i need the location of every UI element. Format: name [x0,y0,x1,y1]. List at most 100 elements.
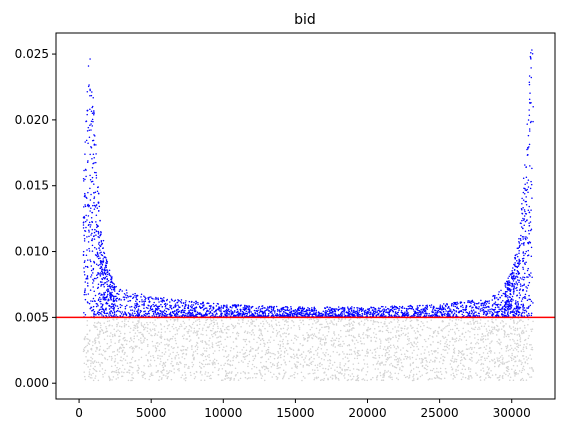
blue-point [327,308,330,311]
gray-point [323,326,326,328]
gray-point [468,367,470,369]
gray-point [228,371,231,373]
blue-point [264,311,266,313]
gray-point [216,336,218,339]
gray-point [394,372,396,375]
gray-point [313,357,315,360]
blue-point [300,314,303,317]
blue-point [141,314,143,317]
gray-point [443,327,446,329]
gray-point [261,367,264,369]
gray-point [325,352,327,354]
gray-point [157,331,160,333]
gray-point [217,341,219,344]
gray-point [384,363,387,366]
blue-point [465,311,467,313]
blue-point [258,305,260,308]
gray-point [329,359,332,362]
gray-point [301,344,304,347]
gray-point [423,352,426,354]
gray-point [271,326,273,328]
blue-point [429,315,431,317]
gray-point [204,371,207,373]
gray-point [129,362,131,364]
gray-point [317,338,320,340]
gray-point [100,324,102,327]
gray-point [233,355,235,357]
gray-point [322,367,324,370]
gray-point [223,355,225,358]
gray-point [155,371,158,374]
gray-point [196,330,198,332]
blue-point [524,220,527,223]
gray-point [371,352,374,354]
gray-point [468,348,470,350]
gray-point [320,337,322,339]
gray-point [121,320,123,323]
gray-point [481,355,483,358]
blue-point [106,273,109,276]
gray-point [287,318,290,320]
blue-point [184,309,186,312]
blue-point [471,311,474,313]
gray-point [89,365,92,367]
gray-point [387,370,390,372]
gray-point [457,369,459,372]
blue-point [260,314,262,317]
blue-point [164,305,167,308]
blue-point [498,308,500,310]
gray-point [117,329,119,331]
gray-point [172,323,175,326]
gray-point [426,346,428,348]
gray-point [415,366,418,368]
gray-point [253,365,256,368]
gray-point [128,372,131,374]
gray-point [235,356,237,359]
gray-point [186,330,188,333]
gray-point [103,338,106,340]
blue-point [163,311,165,313]
gray-point [488,372,490,374]
gray-point [261,375,264,377]
blue-point [457,302,459,305]
gray-point [379,338,381,340]
gray-point [513,329,515,331]
blue-point [288,309,291,311]
gray-point [508,333,510,336]
gray-point [291,320,293,322]
gray-point [319,340,322,343]
blue-point [109,275,112,277]
blue-point [208,308,211,310]
gray-point [525,330,528,332]
gray-point [305,355,307,357]
gray-point [400,329,403,332]
gray-point [270,336,272,338]
gray-point [266,367,269,370]
blue-point [116,309,119,312]
gray-point [397,361,400,363]
blue-point [527,179,530,181]
gray-point [503,372,505,374]
gray-point [415,337,418,340]
gray-point [366,334,369,337]
gray-point [499,374,501,377]
gray-point [443,356,446,358]
gray-point [121,359,123,362]
blue-point [489,308,491,311]
blue-point [117,307,120,310]
gray-point [185,363,187,366]
gray-point [338,340,340,343]
blue-point [435,307,438,310]
blue-point [143,307,145,310]
blue-point [235,314,237,317]
gray-point [292,353,295,355]
gray-point [421,359,424,361]
blue-point [453,309,455,312]
gray-point [425,364,427,366]
gray-point [191,361,193,364]
blue-point [278,309,281,311]
gray-point [256,349,258,351]
blue-point [377,309,379,312]
gray-point [226,363,229,365]
gray-point [400,353,403,356]
